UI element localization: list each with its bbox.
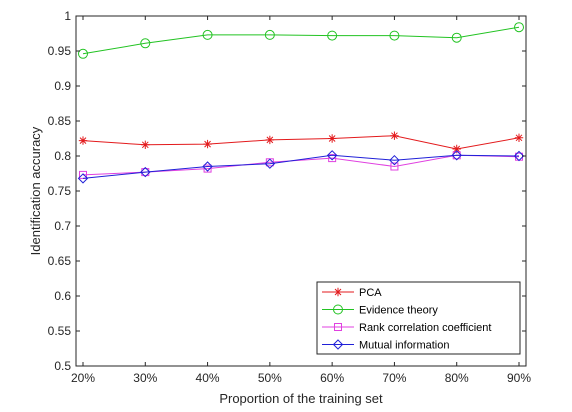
y-tick-label: 0.85	[48, 114, 72, 128]
data-point-1-5	[389, 30, 400, 41]
data-point-2-4	[328, 154, 337, 163]
series-line-0	[82, 135, 520, 150]
data-point-3-1	[140, 166, 151, 178]
y-tick-label: 0.8	[54, 149, 71, 163]
legend-marker-1	[333, 304, 343, 315]
legend-label-1: Evidence theory	[359, 305, 438, 317]
data-point-1-7	[514, 22, 524, 33]
x-tick-label: 60%	[320, 371, 344, 385]
data-point-3-0	[77, 173, 89, 184]
data-point-3-3	[264, 158, 276, 169]
data-point-1-4	[327, 30, 338, 41]
x-tick-label: 20%	[71, 371, 95, 385]
legend-label-3: Mutual information	[359, 340, 450, 352]
data-point-2-5	[390, 162, 399, 171]
data-point-3-7	[513, 150, 525, 162]
data-point-0-5	[390, 131, 399, 140]
y-tick-label: 0.75	[48, 184, 72, 198]
data-point-3-2	[202, 161, 213, 172]
y-tick-label: 0.55	[48, 324, 72, 338]
chart-marks	[77, 22, 525, 184]
data-point-1-1	[140, 38, 151, 49]
y-tick-label: 0.9	[54, 79, 71, 93]
legend-marker-0	[333, 287, 343, 297]
legend: PCA Evidence theory Rank correlation coeff…	[316, 281, 521, 355]
series-line-3	[82, 154, 520, 179]
x-tick-label: 70%	[382, 371, 406, 385]
x-tick-label: 50%	[258, 371, 282, 385]
x-tick-label: 30%	[133, 371, 157, 385]
data-point-0-3	[265, 135, 275, 145]
data-point-0-1	[141, 140, 150, 149]
data-point-0-4	[327, 134, 337, 143]
data-point-3-4	[326, 150, 338, 161]
y-tick-label: 1	[64, 9, 71, 23]
data-point-0-0	[78, 136, 88, 145]
legend-marker-3	[332, 339, 344, 350]
data-point-0-2	[203, 139, 212, 149]
data-point-0-7	[514, 133, 524, 142]
data-point-1-6	[451, 32, 462, 43]
data-point-3-6	[451, 150, 462, 161]
x-tick-label: 90%	[507, 371, 531, 385]
x-axis-label: Proportion of the training set	[219, 391, 383, 406]
data-point-0-6	[452, 144, 461, 154]
y-tick-label: 0.6	[54, 289, 71, 303]
data-point-3-5	[389, 154, 400, 166]
y-tick-label: 0.95	[48, 44, 72, 58]
y-axis-label: Identification accuracy	[28, 126, 43, 255]
x-tick-label: 80%	[445, 371, 469, 385]
y-tick-label: 0.5	[54, 359, 71, 373]
y-tick-label: 0.7	[54, 219, 71, 233]
axes: 20% 30% 40% 50% 60% 70% 80% 90% 0.5 0.55 0.6 0.65 0.…	[48, 9, 532, 385]
legend-marker-2	[334, 323, 342, 331]
legend-label-0: PCA	[359, 287, 382, 299]
legend-box	[316, 281, 521, 355]
data-point-1-2	[202, 29, 213, 40]
legend-label-2: Rank correlation coefficient	[359, 322, 491, 334]
y-tick-label: 0.65	[48, 254, 72, 268]
data-point-2-2	[203, 164, 212, 173]
data-point-1-0	[78, 48, 88, 59]
x-tick-label: 40%	[196, 371, 220, 385]
series-line-1	[82, 26, 520, 55]
data-point-1-3	[264, 29, 275, 40]
